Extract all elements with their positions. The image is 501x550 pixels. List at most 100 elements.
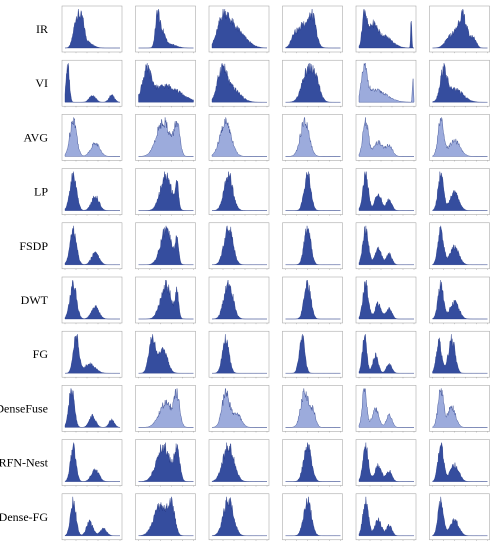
histogram-area xyxy=(211,171,267,211)
histogram-panel xyxy=(282,222,343,270)
histogram-panel xyxy=(355,168,417,216)
histogram-panel xyxy=(61,276,123,325)
histogram-area xyxy=(211,496,267,536)
histogram-area xyxy=(285,388,341,428)
histogram-panel xyxy=(135,168,196,216)
histogram-area xyxy=(138,279,194,320)
histogram-panel xyxy=(355,114,417,162)
histogram-panel xyxy=(282,168,343,216)
histogram-panel xyxy=(355,330,417,379)
histogram-area xyxy=(358,279,414,320)
histogram-panel xyxy=(61,330,123,379)
histogram-panel xyxy=(355,493,417,541)
row-label: LP xyxy=(34,185,48,199)
histogram-area xyxy=(138,8,194,49)
histogram-panel xyxy=(135,439,196,487)
histogram-panel xyxy=(208,5,270,54)
histogram-panel xyxy=(282,276,343,325)
histogram-panel xyxy=(208,59,270,108)
histogram-area xyxy=(358,117,414,157)
histogram-area xyxy=(211,387,267,428)
histogram-panel xyxy=(61,439,123,487)
histogram-area xyxy=(211,442,267,482)
histogram-area xyxy=(211,225,267,265)
histogram-panel xyxy=(208,385,270,433)
histogram-panel xyxy=(429,439,490,487)
histogram-panel xyxy=(282,114,343,162)
histogram-panel xyxy=(208,439,270,487)
histogram-area xyxy=(432,334,488,374)
histogram-area xyxy=(285,334,341,374)
histogram-area xyxy=(64,279,120,320)
histogram-panel xyxy=(61,222,123,270)
histogram-panel xyxy=(429,330,490,379)
histogram-area xyxy=(138,63,194,103)
histogram-area xyxy=(211,63,267,103)
histogram-area xyxy=(432,496,488,536)
histogram-panel xyxy=(61,59,123,108)
histogram-area xyxy=(432,8,488,49)
histogram-panel xyxy=(429,168,490,216)
histogram-area xyxy=(285,8,341,49)
histogram-area xyxy=(64,388,121,428)
histogram-panel xyxy=(355,59,417,108)
histogram-area xyxy=(138,442,194,482)
histogram-panel xyxy=(135,5,196,54)
histogram-panel xyxy=(429,222,490,270)
histogram-area xyxy=(285,496,341,536)
histogram-panel xyxy=(61,114,123,162)
histogram-panel xyxy=(135,385,196,433)
histogram-area xyxy=(64,63,121,103)
histogram-panel xyxy=(429,276,490,325)
histogram-area xyxy=(64,171,120,211)
histogram-panel xyxy=(135,114,196,162)
row-label: VI xyxy=(35,76,48,90)
histogram-panel xyxy=(135,222,196,270)
row-label: DWT xyxy=(21,293,49,307)
histogram-area xyxy=(64,225,120,265)
histogram-panel xyxy=(208,168,270,216)
histogram-area xyxy=(211,8,268,49)
histogram-area xyxy=(358,442,414,482)
row-label: AVG xyxy=(24,130,49,144)
histogram-panel xyxy=(282,493,343,541)
histogram-area xyxy=(432,117,488,157)
histogram-panel xyxy=(282,5,343,54)
panel-frame xyxy=(282,330,343,378)
histogram-area xyxy=(432,388,488,428)
histogram-area xyxy=(211,279,267,320)
histogram-area xyxy=(432,171,488,211)
histogram-panel xyxy=(135,493,196,541)
histogram-panel xyxy=(282,385,343,433)
histogram-area xyxy=(138,334,194,374)
row-label: FG xyxy=(33,347,49,361)
histogram-area xyxy=(358,171,414,211)
histogram-area xyxy=(211,117,267,157)
histogram-panel xyxy=(208,330,270,379)
histogram-panel xyxy=(282,59,343,108)
histogram-area xyxy=(64,496,120,536)
histogram-area xyxy=(358,8,415,49)
panel-frame xyxy=(208,330,270,378)
panel-frame xyxy=(208,276,270,324)
histogram-area xyxy=(138,117,194,157)
histogram-panel xyxy=(282,330,343,379)
histogram-area xyxy=(285,63,341,103)
row-label: IR xyxy=(36,22,48,36)
histogram-panel xyxy=(208,493,270,541)
histogram-panel xyxy=(208,114,270,162)
histogram-area xyxy=(432,225,488,265)
histogram-area xyxy=(358,496,414,536)
histogram-area xyxy=(432,279,488,320)
histogram-area xyxy=(432,63,488,103)
histogram-panel xyxy=(355,276,417,325)
histogram-panel xyxy=(429,385,490,433)
histogram-panel xyxy=(135,276,196,325)
histogram-area xyxy=(432,442,488,482)
histogram-panel xyxy=(282,439,343,487)
histogram-area xyxy=(138,496,194,536)
histogram-area xyxy=(285,442,341,482)
histogram-panel xyxy=(61,493,123,541)
histogram-area xyxy=(285,279,341,320)
